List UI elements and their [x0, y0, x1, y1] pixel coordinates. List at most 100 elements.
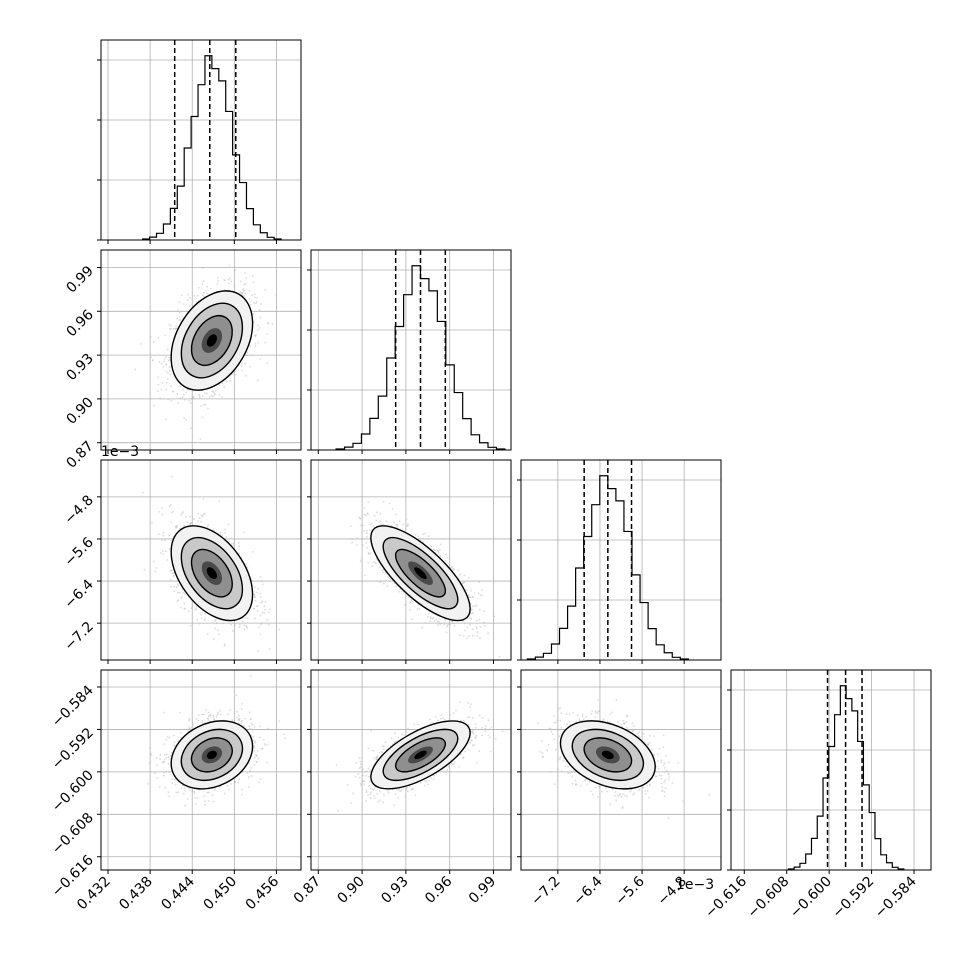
scatter-point: [165, 363, 168, 366]
scatter-point: [207, 524, 210, 526]
scatter-point: [449, 623, 452, 626]
scatter-point: [224, 279, 226, 282]
scatter-point: [168, 505, 171, 508]
panel-frame: [730, 669, 932, 871]
scatter-point: [213, 393, 216, 396]
scatter-point: [175, 325, 178, 328]
scatter-point: [242, 288, 244, 291]
scatter-point: [429, 620, 432, 623]
scatter-point: [230, 280, 233, 283]
scatter-point: [187, 299, 189, 302]
scatter-point: [457, 569, 459, 572]
scatter-point: [421, 626, 424, 629]
scatter-point: [417, 604, 420, 606]
scatter-point: [261, 580, 263, 582]
scatter-point: [183, 607, 186, 610]
scatter-point: [143, 568, 146, 571]
scatter-point: [170, 475, 173, 478]
scatter-point: [244, 617, 247, 619]
scatter-point: [201, 721, 204, 724]
scatter-point: [169, 578, 172, 581]
scatter-point: [201, 416, 204, 419]
scatter-point: [254, 345, 257, 347]
scatter-point: [142, 491, 144, 494]
scatter-panel: 0.432 0.438 0.444 0.450 0.456−0.616−0.608−0.…: [49, 669, 302, 913]
scatter-point: [381, 568, 384, 571]
scatter-point: [365, 541, 368, 544]
scatter-point: [471, 595, 474, 598]
scatter-point: [259, 576, 262, 578]
scatter-point: [366, 512, 369, 515]
scatter-point: [157, 376, 160, 379]
scatter-point: [160, 362, 163, 365]
scatter-point: [164, 550, 167, 553]
scatter-point: [149, 336, 152, 338]
scatter-point: [245, 354, 248, 357]
scatter-point: [201, 395, 204, 398]
scatter-point: [165, 381, 168, 384]
scatter-point: [382, 501, 385, 503]
scatter-point: [369, 552, 372, 555]
scatter-point: [170, 385, 173, 388]
scatter-point: [169, 373, 172, 376]
scatter-point: [170, 539, 172, 542]
scatter-point: [257, 588, 259, 590]
scatter-point: [170, 521, 173, 524]
scatter-point: [478, 618, 481, 621]
scatter-point: [437, 551, 440, 554]
scatter-point: [207, 720, 210, 722]
scatter-point: [168, 795, 171, 798]
scatter-point: [202, 280, 205, 282]
scatter-point: [169, 570, 172, 572]
scatter-point: [479, 637, 481, 640]
scatter-point: [271, 323, 274, 326]
scatter-point: [173, 585, 175, 588]
scatter-point: [424, 621, 427, 624]
scatter-point: [159, 397, 161, 400]
scatter-point: [187, 293, 190, 296]
scatter-point: [183, 524, 186, 527]
scatter-point: [404, 603, 406, 606]
scatter-point: [188, 727, 191, 730]
scatter-point: [199, 438, 202, 440]
scatter-point: [189, 402, 192, 404]
scatter-point: [242, 289, 245, 292]
scatter-point: [251, 354, 254, 357]
scatter-point: [452, 622, 454, 625]
scatter-point: [238, 717, 241, 720]
scatter-point: [170, 504, 172, 506]
scatter-point: [189, 523, 192, 526]
scatter-panel: [307, 459, 512, 664]
x-tick-label: −0.600: [787, 874, 835, 922]
scatter-point: [241, 362, 243, 365]
scatter-point: [217, 629, 219, 632]
scatter-point: [389, 578, 391, 580]
scatter-point: [218, 633, 220, 636]
scatter-panel: −7.2−6.4−5.6−4.8: [61, 459, 302, 664]
scatter-point: [255, 302, 257, 305]
scatter-point: [238, 626, 241, 628]
scatter-point: [198, 622, 201, 625]
scatter-point: [472, 605, 474, 608]
scatter-point: [498, 655, 501, 658]
scatter-point: [212, 395, 215, 398]
scatter-point: [259, 310, 261, 312]
scatter-point: [410, 598, 412, 601]
scatter-point: [166, 378, 169, 380]
scatter-point: [453, 624, 456, 627]
scatter-point: [373, 514, 376, 517]
scatter-point: [179, 732, 182, 734]
scatter-point: [198, 517, 201, 520]
scatter-point: [192, 395, 195, 398]
scatter-point: [165, 753, 168, 756]
scatter-point: [433, 620, 436, 622]
scatter-point: [172, 328, 175, 330]
scatter-point: [464, 629, 466, 632]
scatter-point: [240, 364, 243, 367]
scatter-point: [223, 386, 226, 389]
scatter-point: [408, 596, 410, 599]
scatter-point: [190, 427, 192, 430]
scatter-point: [457, 575, 460, 577]
scatter-point: [363, 530, 366, 532]
